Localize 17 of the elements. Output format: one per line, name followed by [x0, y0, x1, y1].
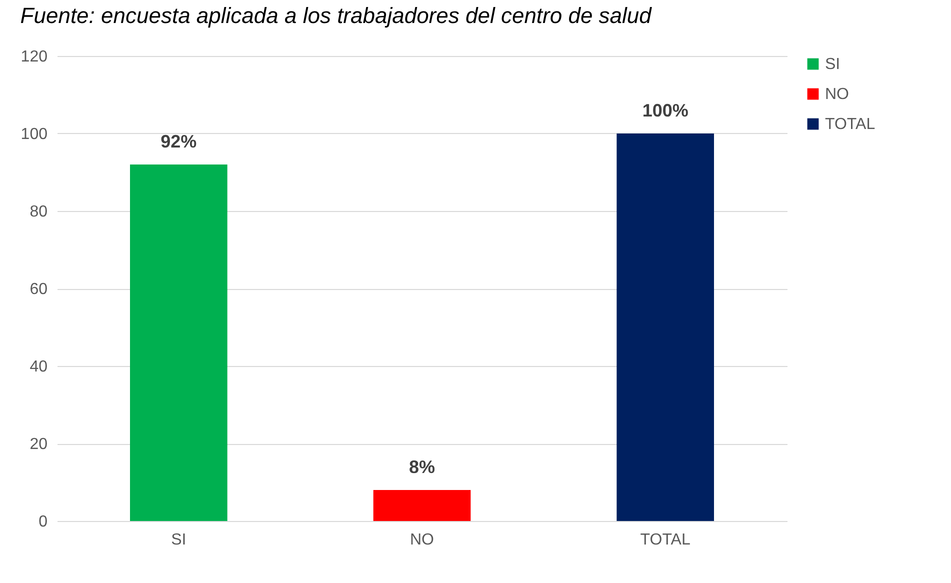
y-tick-label: 120 [20, 48, 48, 66]
y-tick-label: 40 [30, 358, 48, 376]
source-note: Fuente: encuesta aplicada a los trabajadores del centro de salud [20, 3, 652, 28]
y-tick-label: 80 [30, 204, 48, 220]
legend-label: SI [825, 56, 840, 73]
legend-label: NO [825, 86, 849, 103]
y-tick-label: 0 [38, 514, 48, 530]
data-label: 8% [408, 457, 436, 477]
data-label: 92% [160, 132, 197, 152]
y-tick-label: 20 [30, 436, 48, 453]
x-tick-label: NO [410, 532, 434, 548]
data-label: 100% [642, 100, 688, 120]
x-tick-label: SI [171, 532, 186, 548]
y-tick-label: 60 [30, 281, 48, 298]
y-tick-label: 100 [20, 126, 48, 143]
x-tick-label: TOTAL [640, 532, 690, 548]
legend-label: TOTAL [825, 116, 876, 133]
